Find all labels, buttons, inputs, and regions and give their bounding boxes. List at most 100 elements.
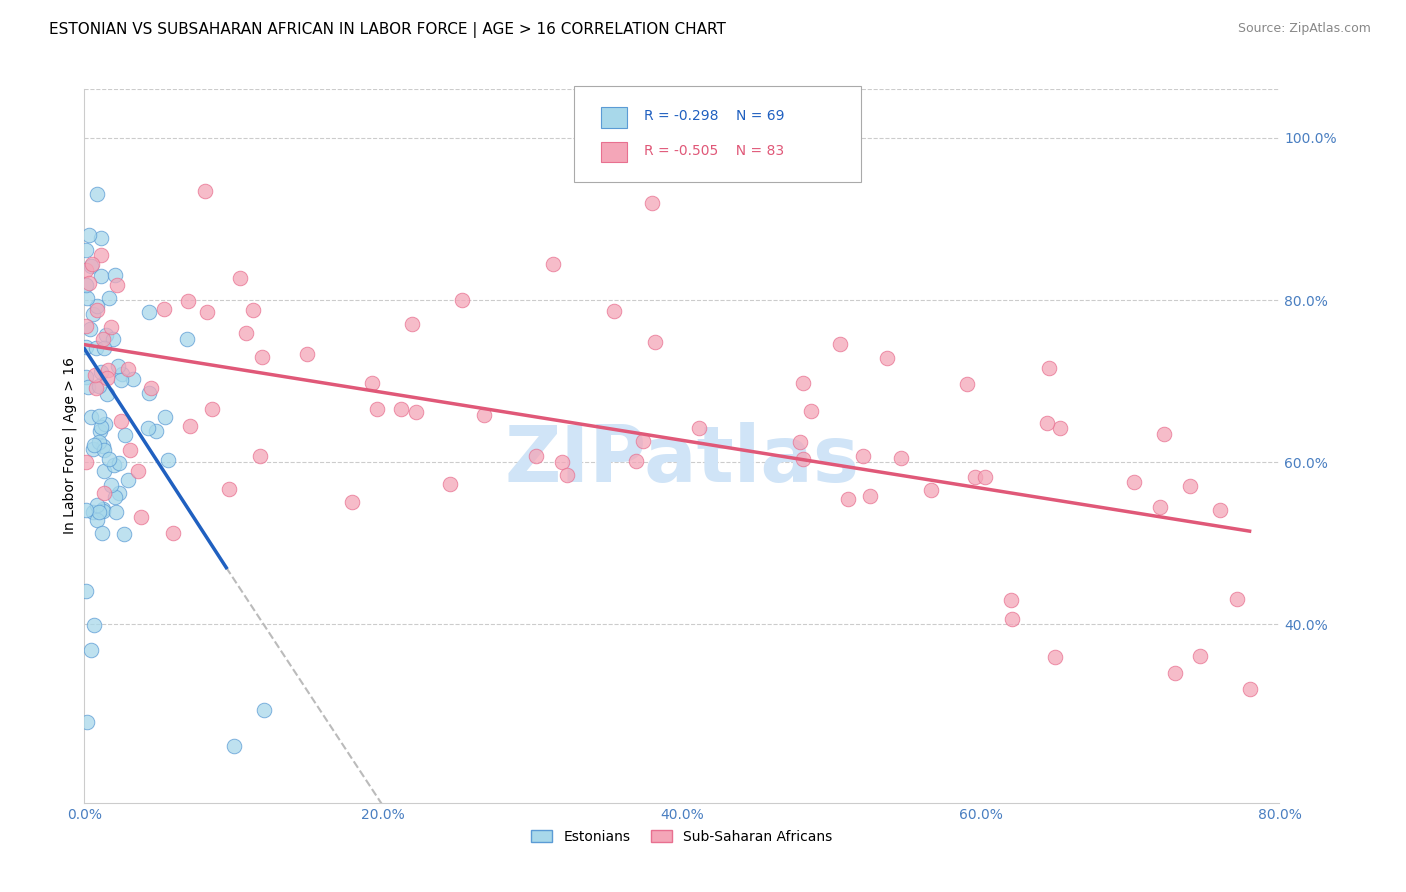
Point (120, 443, 142, 458)
Point (76, 714, 98, 729)
Point (82, 442, 104, 457)
Point (91, 332, 114, 346)
Point (83, 617, 105, 632)
Point (75, 370, 97, 384)
Point (1045, 649, 1067, 664)
Point (108, 486, 131, 500)
Point (117, 362, 139, 376)
Point (86, 186, 108, 201)
Point (197, 304, 219, 318)
Point (75, 455, 97, 469)
Point (789, 434, 811, 449)
Point (93, 443, 115, 458)
Point (91, 501, 114, 516)
Point (401, 317, 423, 331)
Point (75, 318, 97, 333)
Point (75, 263, 97, 277)
Point (90, 248, 112, 262)
Point (859, 490, 882, 504)
Point (162, 525, 184, 540)
Text: ZIPatlas: ZIPatlas (505, 422, 859, 499)
Y-axis label: In Labor Force | Age > 16: In Labor Force | Age > 16 (63, 358, 77, 534)
Point (193, 184, 215, 198)
Point (1001, 612, 1024, 626)
Point (366, 402, 388, 417)
Point (91, 439, 114, 453)
Point (104, 268, 127, 282)
Point (112, 527, 135, 541)
Point (1153, 426, 1175, 441)
Point (117, 473, 139, 487)
Point (90, 526, 112, 541)
Point (295, 347, 318, 361)
Point (179, 418, 201, 433)
Point (97, 362, 120, 376)
Point (340, 494, 363, 508)
Point (472, 409, 495, 423)
Legend: Estonians, Sub-Saharan Africans: Estonians, Sub-Saharan Africans (526, 824, 838, 849)
Point (86, 380, 108, 394)
Point (83, 307, 105, 321)
Point (1049, 420, 1071, 434)
Point (792, 452, 814, 467)
Point (136, 420, 159, 434)
Point (1123, 475, 1146, 490)
Point (800, 404, 823, 418)
Point (644, 334, 666, 349)
Point (1226, 592, 1249, 607)
Text: Source: ZipAtlas.com: Source: ZipAtlas.com (1237, 22, 1371, 36)
Point (153, 302, 176, 317)
Point (641, 195, 664, 210)
Point (114, 427, 136, 442)
Point (1036, 416, 1059, 430)
Point (688, 421, 710, 435)
Point (107, 456, 129, 470)
Point (94, 328, 117, 343)
Point (439, 477, 461, 491)
Point (1149, 500, 1171, 514)
Point (83, 368, 105, 383)
Point (451, 293, 474, 307)
Point (77, 380, 100, 394)
Point (138, 305, 160, 319)
Point (965, 470, 987, 484)
Point (80, 257, 103, 271)
Point (87, 379, 110, 393)
Point (153, 409, 176, 424)
Point (122, 372, 145, 386)
Point (405, 405, 427, 419)
Point (86, 499, 108, 513)
Point (602, 304, 624, 318)
Point (139, 381, 162, 395)
Point (90, 366, 112, 380)
Point (222, 739, 245, 753)
Point (76, 291, 98, 305)
Point (920, 483, 942, 497)
Point (852, 449, 875, 463)
Point (101, 332, 124, 346)
Point (1180, 479, 1202, 493)
Point (79, 322, 101, 336)
Text: R = -0.298    N = 69: R = -0.298 N = 69 (644, 110, 785, 123)
Point (105, 505, 128, 519)
Point (84, 341, 107, 355)
Point (876, 351, 898, 366)
Point (82, 505, 104, 519)
Point (890, 451, 912, 466)
Point (77, 276, 100, 290)
Point (87, 409, 110, 423)
Point (90, 230, 112, 244)
Point (235, 326, 257, 341)
Point (524, 450, 547, 464)
Point (177, 293, 200, 308)
Point (75, 502, 97, 516)
Point (111, 368, 134, 382)
Point (956, 376, 979, 391)
Point (83, 438, 105, 452)
Point (80, 410, 103, 425)
Text: ESTONIAN VS SUBSAHARAN AFRICAN IN LABOR FORCE | AGE > 16 CORRELATION CHART: ESTONIAN VS SUBSAHARAN AFRICAN IN LABOR … (49, 22, 725, 38)
FancyBboxPatch shape (600, 107, 627, 128)
Point (100, 320, 122, 334)
Text: R = -0.505    N = 83: R = -0.505 N = 83 (644, 145, 783, 158)
Point (551, 454, 574, 468)
